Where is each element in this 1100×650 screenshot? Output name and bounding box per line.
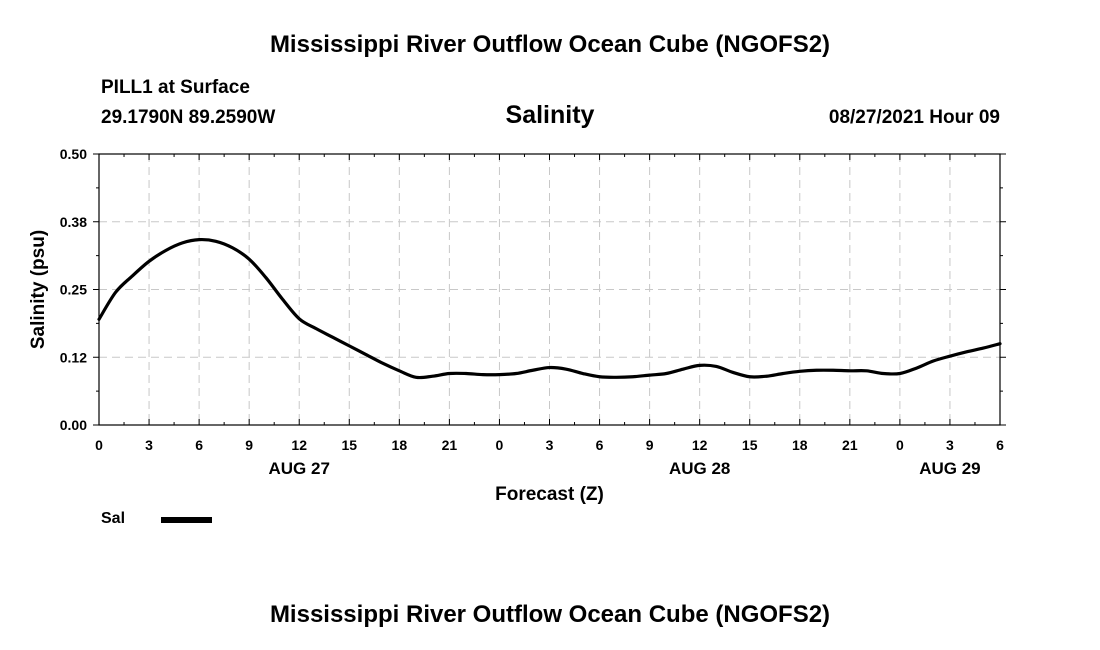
x-tick-label: 3 bbox=[946, 437, 954, 453]
legend-label: Sal bbox=[101, 510, 126, 527]
y-tick-label: 0.12 bbox=[60, 349, 87, 365]
series-line-sal bbox=[97, 237, 1002, 380]
y-tick-label: 0.38 bbox=[60, 214, 87, 230]
x-tick-label: 9 bbox=[245, 437, 253, 453]
date-label: AUG 29 bbox=[919, 459, 980, 478]
chart-title: Mississippi River Outflow Ocean Cube (NG… bbox=[269, 31, 831, 58]
date-label: AUG 27 bbox=[269, 459, 330, 478]
x-tick-label: 18 bbox=[792, 437, 808, 453]
x-tick-label: 0 bbox=[496, 437, 504, 453]
x-tick-label: 9 bbox=[646, 437, 654, 453]
x-tick-label: 6 bbox=[596, 437, 604, 453]
x-tick-label: 12 bbox=[692, 437, 708, 453]
chart-subtitle: Salinity bbox=[505, 101, 595, 129]
footer-title: Mississippi River Outflow Ocean Cube (NG… bbox=[269, 601, 831, 628]
x-tick-label: 15 bbox=[341, 437, 357, 453]
x-tick-label: 3 bbox=[145, 437, 153, 453]
x-tick-label: 21 bbox=[442, 437, 458, 453]
legend-swatch bbox=[161, 517, 212, 523]
x-tick-label: 18 bbox=[392, 437, 408, 453]
x-tick-label: 6 bbox=[996, 437, 1004, 453]
y-tick-label: 0.00 bbox=[60, 417, 87, 433]
coordinates-label: 29.1790N 89.2590W bbox=[101, 107, 276, 128]
x-tick-label: 12 bbox=[291, 437, 307, 453]
x-axis-title: Forecast (Z) bbox=[495, 484, 604, 505]
y-axis-title: Salinity (psu) bbox=[28, 230, 49, 349]
x-tick-label: 0 bbox=[896, 437, 904, 453]
x-tick-label: 3 bbox=[546, 437, 554, 453]
date-label: AUG 28 bbox=[669, 459, 730, 478]
x-tick-label: 6 bbox=[195, 437, 203, 453]
y-tick-label: 0.25 bbox=[60, 282, 87, 298]
x-tick-label: 15 bbox=[742, 437, 758, 453]
station-label: PILL1 at Surface bbox=[101, 77, 250, 98]
x-tick-label: 21 bbox=[842, 437, 858, 453]
forecast-datetime: 08/27/2021 Hour 09 bbox=[828, 107, 1000, 128]
x-tick-label: 0 bbox=[95, 437, 103, 453]
y-tick-label: 0.50 bbox=[60, 146, 87, 162]
